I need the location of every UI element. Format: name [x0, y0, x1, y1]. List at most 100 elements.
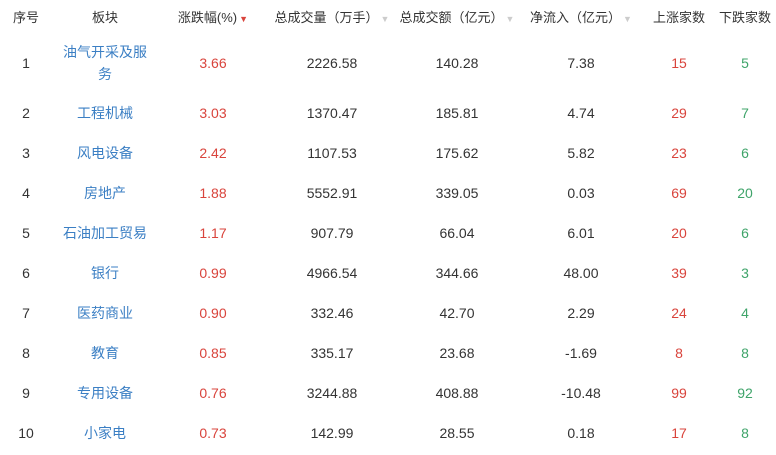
volume-cell: 2226.58	[306, 55, 358, 71]
sort-icon[interactable]: ▼	[623, 14, 632, 24]
sort-desc-icon[interactable]: ▼	[239, 14, 249, 24]
amount-cell: 28.55	[439, 425, 475, 441]
rank-cell: 2	[22, 105, 30, 121]
header-amount-label: 总成交额（亿元）	[399, 10, 504, 25]
up-count-cell: 99	[671, 385, 687, 401]
table-row: 2 工程机械 3.03 1370.47 185.81 4.74 29 7	[0, 93, 776, 133]
sort-icon[interactable]: ▼	[505, 14, 515, 24]
change-cell: 1.17	[199, 225, 227, 241]
up-count-cell: 24	[671, 305, 687, 321]
sector-link[interactable]: 小家电	[84, 425, 126, 441]
volume-cell: 907.79	[310, 225, 354, 241]
header-sector: 板块	[91, 10, 118, 25]
sector-link[interactable]: 专用设备	[77, 385, 133, 401]
volume-cell: 3244.88	[306, 385, 358, 401]
up-count-cell: 29	[671, 105, 687, 121]
header-change-label: 涨跌幅(%)	[177, 10, 238, 25]
rank-cell: 4	[22, 185, 30, 201]
change-cell: 3.03	[199, 105, 227, 121]
change-cell: 0.76	[199, 385, 227, 401]
down-count-cell: 5	[741, 55, 749, 71]
sector-link[interactable]: 油气开采及服务	[63, 44, 147, 82]
up-count-cell: 69	[671, 185, 687, 201]
volume-cell: 335.17	[310, 345, 354, 361]
down-count-cell: 8	[741, 425, 749, 441]
change-cell: 0.85	[199, 345, 227, 361]
rank-cell: 8	[22, 345, 30, 361]
sector-link[interactable]: 医药商业	[77, 305, 133, 321]
volume-cell: 5552.91	[306, 185, 358, 201]
inflow-cell: 0.18	[567, 425, 595, 441]
sector-link[interactable]: 工程机械	[77, 105, 133, 121]
inflow-cell: 7.38	[567, 55, 595, 71]
table-row: 3 风电设备 2.42 1107.53 175.62 5.82 23 6	[0, 133, 776, 173]
volume-cell: 1370.47	[306, 105, 358, 121]
down-count-cell: 6	[741, 225, 749, 241]
inflow-cell: -1.69	[565, 345, 597, 361]
inflow-cell: 48.00	[563, 265, 599, 281]
change-cell: 0.99	[199, 265, 227, 281]
table-row: 10 小家电 0.73 142.99 28.55 0.18 17 8	[0, 413, 776, 453]
amount-cell: 408.88	[435, 385, 479, 401]
sector-link[interactable]: 教育	[91, 345, 119, 361]
inflow-cell: 5.82	[567, 145, 595, 161]
table-row: 5 石油加工贸易 1.17 907.79 66.04 6.01 20 6	[0, 213, 776, 253]
header-inflow[interactable]: 净流入（亿元） ▼	[518, 0, 644, 33]
amount-cell: 339.05	[435, 185, 479, 201]
rank-cell: 5	[22, 225, 30, 241]
table-row: 1 油气开采及服务 3.66 2226.58 140.28 7.38 15 5	[0, 33, 776, 93]
up-count-cell: 23	[671, 145, 687, 161]
rank-cell: 9	[22, 385, 30, 401]
down-count-cell: 6	[741, 145, 749, 161]
sector-link[interactable]: 银行	[91, 265, 119, 281]
sort-icon[interactable]: ▼	[380, 14, 390, 24]
down-count-cell: 7	[741, 105, 749, 121]
rank-cell: 6	[22, 265, 30, 281]
change-cell: 0.90	[199, 305, 227, 321]
change-cell: 2.42	[199, 145, 227, 161]
table-row: 4 房地产 1.88 5552.91 339.05 0.03 69 20	[0, 173, 776, 213]
amount-cell: 66.04	[439, 225, 475, 241]
up-count-cell: 20	[671, 225, 687, 241]
sector-link[interactable]: 房地产	[84, 185, 126, 201]
down-count-cell: 20	[737, 185, 753, 201]
volume-cell: 1107.53	[307, 145, 357, 161]
inflow-cell: 2.29	[567, 305, 595, 321]
volume-cell: 4966.54	[306, 265, 358, 281]
amount-cell: 140.28	[435, 55, 479, 71]
header-volume[interactable]: 总成交量（万手） ▼	[268, 0, 396, 33]
table-row: 8 教育 0.85 335.17 23.68 -1.69 8 8	[0, 333, 776, 373]
down-count-cell: 3	[741, 265, 749, 281]
sector-link[interactable]: 石油加工贸易	[63, 225, 147, 241]
header-down-count: 下跌家数	[718, 10, 771, 25]
header-inflow-label: 净流入（亿元）	[530, 10, 622, 25]
sector-link[interactable]: 风电设备	[77, 145, 133, 161]
inflow-cell: 6.01	[567, 225, 595, 241]
amount-cell: 344.66	[435, 265, 479, 281]
amount-cell: 42.70	[439, 305, 475, 321]
up-count-cell: 8	[675, 345, 683, 361]
rank-cell: 10	[18, 425, 34, 441]
down-count-cell: 92	[737, 385, 753, 401]
amount-cell: 185.81	[435, 105, 479, 121]
inflow-cell: 4.74	[567, 105, 595, 121]
rank-cell: 7	[22, 305, 30, 321]
header-change[interactable]: 涨跌幅(%) ▼	[158, 0, 268, 33]
rank-cell: 1	[22, 55, 30, 71]
header-up-count: 上涨家数	[652, 10, 705, 25]
volume-cell: 142.99	[310, 425, 354, 441]
inflow-cell: -10.48	[561, 385, 601, 401]
down-count-cell: 8	[741, 345, 749, 361]
up-count-cell: 17	[671, 425, 687, 441]
rank-cell: 3	[22, 145, 30, 161]
change-cell: 1.88	[199, 185, 227, 201]
up-count-cell: 15	[671, 55, 687, 71]
down-count-cell: 4	[741, 305, 749, 321]
change-cell: 0.73	[199, 425, 227, 441]
table-row: 7 医药商业 0.90 332.46 42.70 2.29 24 4	[0, 293, 776, 333]
header-amount[interactable]: 总成交额（亿元） ▼	[396, 0, 518, 33]
table-row: 9 专用设备 0.76 3244.88 408.88 -10.48 99 92	[0, 373, 776, 413]
table-header: 序号 板块 涨跌幅(%) ▼ 总成交量（万手） ▼ 总成交额（亿元） ▼ 净流入（亿元…	[0, 0, 776, 33]
inflow-cell: 0.03	[567, 185, 595, 201]
